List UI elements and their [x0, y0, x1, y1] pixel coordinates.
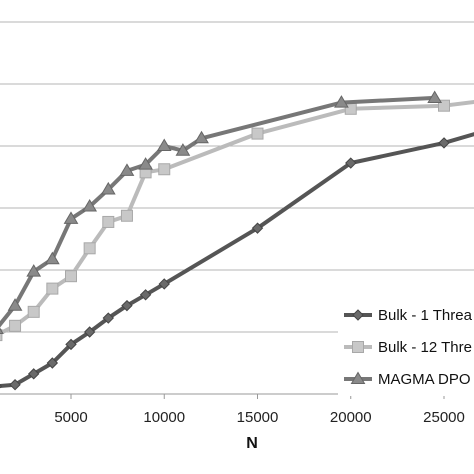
data-point	[438, 137, 450, 149]
x-tick-label: 10000	[143, 409, 185, 426]
data-point	[438, 99, 450, 112]
data-point	[63, 211, 79, 224]
data-point	[175, 143, 191, 156]
data-point	[427, 90, 443, 103]
data-point	[251, 127, 264, 140]
legend-swatch-marker	[352, 341, 364, 353]
data-point	[65, 338, 77, 351]
data-point	[9, 319, 22, 332]
data-point	[0, 384, 3, 389]
legend-swatch-marker	[350, 371, 366, 385]
data-point	[121, 299, 133, 312]
data-point	[100, 181, 116, 195]
series-line	[0, 132, 474, 388]
x-tick-label: 15000	[237, 409, 279, 426]
data-point	[345, 157, 357, 169]
data-point	[158, 163, 171, 176]
series-1	[0, 132, 474, 391]
series-2	[0, 99, 474, 342]
series-lines	[0, 90, 474, 391]
data-point	[119, 163, 135, 176]
data-point	[27, 368, 40, 380]
x-tick-label: 5000	[54, 409, 87, 426]
x-axis-title: N	[246, 435, 258, 452]
data-point	[44, 251, 60, 265]
data-point	[194, 130, 209, 144]
data-point	[0, 327, 4, 334]
legend-swatch-marker	[352, 309, 364, 321]
series-3	[0, 90, 443, 334]
data-point	[156, 138, 172, 152]
data-point	[83, 242, 96, 255]
data-point	[65, 270, 77, 283]
data-point	[46, 282, 59, 295]
data-point	[102, 312, 115, 324]
data-point	[7, 298, 23, 311]
gridlines	[0, 21, 474, 395]
data-point	[139, 289, 152, 301]
data-point	[46, 357, 59, 369]
x-tick-label: 25000	[423, 409, 465, 426]
x-tick-label: 20000	[330, 409, 372, 426]
legend-label: MAGMA DPO	[378, 371, 471, 388]
data-point	[334, 95, 349, 108]
legend-label: Bulk - 12 Thre	[378, 339, 472, 356]
data-point	[158, 278, 170, 290]
legend-label: Bulk - 1 Threa	[378, 307, 473, 324]
legend: Bulk - 1 Threa Bulk - 12 Thre MAGMA DPO	[338, 296, 474, 396]
data-point	[138, 157, 153, 170]
data-point	[120, 209, 133, 222]
data-point	[0, 329, 3, 342]
x-tick-labels: 5000 10000 15000 20000 25000	[54, 394, 465, 426]
data-point	[82, 198, 98, 212]
data-point	[83, 326, 96, 338]
data-point	[251, 222, 264, 234]
data-point	[27, 305, 40, 318]
data-point	[102, 215, 115, 228]
data-point	[26, 264, 42, 277]
data-point	[9, 378, 21, 391]
